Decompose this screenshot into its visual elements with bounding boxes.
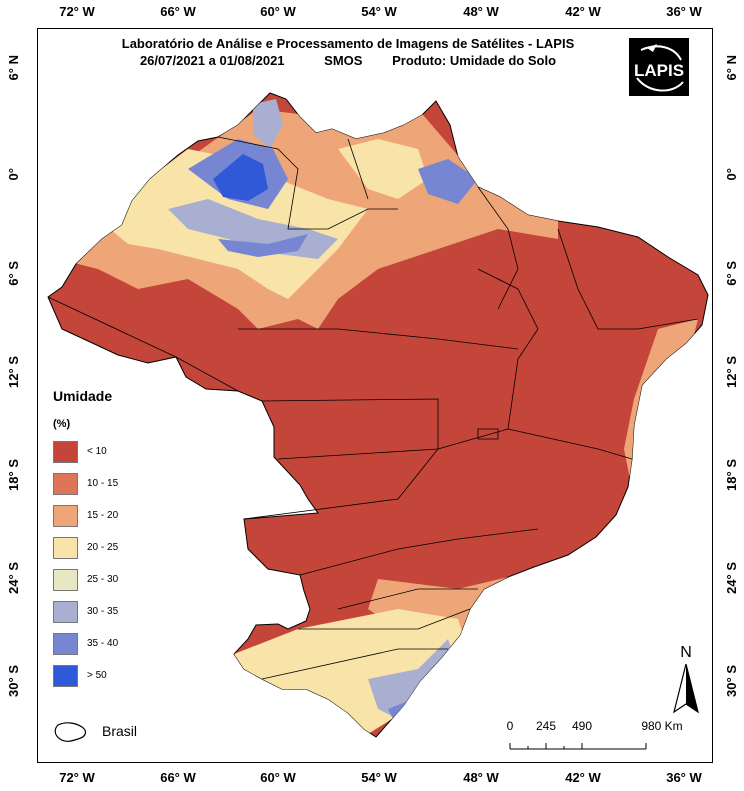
- map-title: Laboratório de Análise e Processamento d…: [38, 35, 658, 69]
- lat-tick-right: 12° S: [724, 356, 739, 388]
- lat-tick-right: 6° S: [724, 261, 739, 286]
- lat-tick-right: 18° S: [724, 459, 739, 491]
- lat-tick-left: 0°: [6, 168, 21, 181]
- scale-bar-ruler: [509, 743, 647, 750]
- map-frame: Laboratório de Análise e Processamento d…: [37, 28, 713, 763]
- lon-tick-top: 60° W: [260, 4, 296, 19]
- lon-tick-bottom: 66° W: [160, 770, 196, 785]
- legend-swatch: [53, 633, 78, 655]
- lon-tick-top: 42° W: [565, 4, 601, 19]
- legend-label: < 10: [87, 446, 107, 457]
- lapis-logo-text: LAPIS: [634, 61, 684, 80]
- lon-tick-top: 54° W: [361, 4, 397, 19]
- scale-bar: 0 245 490 980 Km: [506, 719, 686, 759]
- lat-tick-right: 6° N: [724, 55, 739, 81]
- north-arrow: N: [666, 644, 706, 714]
- lon-tick-bottom: 72° W: [59, 770, 95, 785]
- legend-swatch: [53, 665, 78, 687]
- legend-swatch: [53, 601, 78, 623]
- legend-label: 10 - 15: [87, 478, 119, 489]
- country-outline-icon: [54, 722, 87, 742]
- legend-title: Umidade: [53, 388, 113, 404]
- title-period: 26/07/2021 a 01/08/2021: [139, 53, 285, 68]
- title-sensor: SMOS: [324, 53, 363, 68]
- legend-swatch: [53, 569, 78, 591]
- title-product: Produto: Umidade do Solo: [392, 53, 557, 68]
- legend-unit: (%): [53, 418, 71, 430]
- lon-tick-top: 66° W: [160, 4, 196, 19]
- zone-gt-50: [213, 154, 268, 201]
- lon-tick-bottom: 54° W: [361, 770, 397, 785]
- lon-tick-top: 36° W: [666, 4, 702, 19]
- lon-tick-top: 72° W: [59, 4, 95, 19]
- lat-tick-left: 12° S: [6, 356, 21, 388]
- country-label: Brasil: [102, 723, 138, 739]
- lat-tick-left: 6° N: [6, 55, 21, 81]
- lon-tick-top: 48° W: [463, 4, 499, 19]
- scale-label: 245: [535, 719, 557, 733]
- legend-label: 15 - 20: [87, 510, 119, 521]
- legend-swatch: [53, 473, 78, 495]
- lat-tick-left: 30° S: [6, 665, 21, 697]
- lat-tick-right: 24° S: [724, 562, 739, 594]
- zone-35-40-amapa: [418, 159, 478, 204]
- legend-swatch: [53, 537, 78, 559]
- north-arrow-icon: [673, 664, 699, 714]
- state-borders: [47, 136, 699, 680]
- legend-label: 30 - 35: [87, 606, 119, 617]
- legend-label: 20 - 25: [87, 542, 119, 553]
- legend-swatch: [53, 505, 78, 527]
- zone-35-40-north-peak: [253, 99, 283, 149]
- scale-label: 0: [506, 719, 514, 733]
- lat-tick-right: 0°: [724, 168, 739, 181]
- lon-tick-bottom: 36° W: [666, 770, 702, 785]
- lat-tick-right: 30° S: [724, 665, 739, 697]
- lapis-logo-graphic: LAPIS: [634, 44, 684, 92]
- title-line-1: Laboratório de Análise e Processamento d…: [121, 36, 575, 51]
- legend-label: 35 - 40: [87, 638, 119, 649]
- soil-moisture-map: [47, 92, 709, 738]
- lon-tick-bottom: 48° W: [463, 770, 499, 785]
- scale-label: 980 Km: [641, 719, 683, 733]
- scale-label: 490: [571, 719, 593, 733]
- lat-tick-left: 18° S: [6, 459, 21, 491]
- north-label: N: [680, 644, 692, 661]
- zone-20-25-north: [338, 139, 428, 199]
- lat-tick-left: 24° S: [6, 562, 21, 594]
- title-line-2: 26/07/2021 a 01/08/2021 SMOS Produto: Um…: [38, 52, 658, 69]
- lon-tick-bottom: 42° W: [565, 770, 601, 785]
- legend-label: 25 - 30: [87, 574, 119, 585]
- legend-swatch: [53, 441, 78, 463]
- lon-tick-bottom: 60° W: [260, 770, 296, 785]
- lapis-logo: LAPIS: [629, 38, 689, 96]
- zone-35-40-west: [218, 234, 308, 257]
- lat-tick-left: 6° S: [6, 261, 21, 286]
- legend-label: > 50: [87, 670, 107, 681]
